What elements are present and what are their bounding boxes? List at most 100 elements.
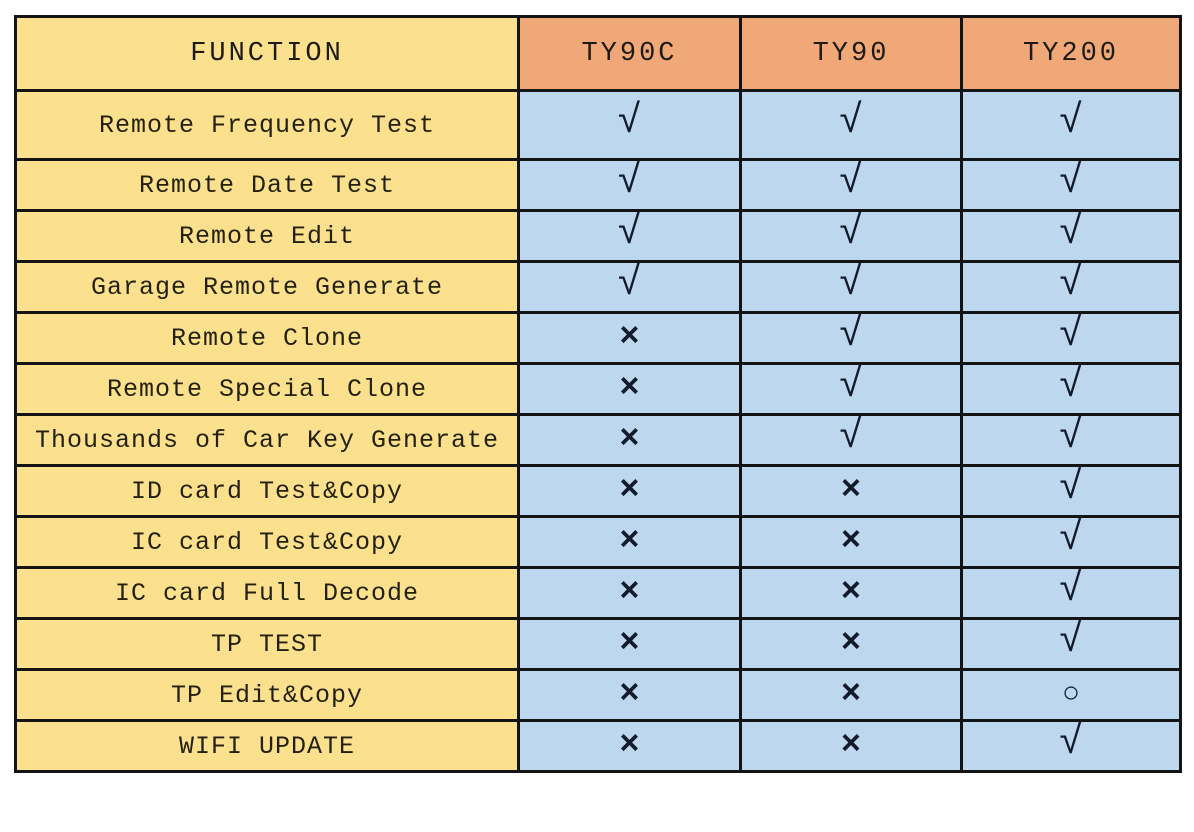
function-cell: Remote Edit (14, 209, 520, 263)
cross-mark-icon: × (840, 523, 862, 561)
mark-cell-ty90: √ (739, 413, 963, 467)
table-body: Remote Frequency Test √ √ √ Remote Date Test… (14, 89, 1182, 773)
table-row: TP TEST × × √ (14, 617, 1182, 671)
table-row: Remote Frequency Test √ √ √ (14, 89, 1182, 161)
mark-cell-ty200: √ (960, 719, 1182, 773)
mark-cell-ty90c: × (517, 566, 742, 620)
table-header-row: FUNCTION TY90C TY90 TY200 (14, 15, 1182, 92)
check-mark-icon: √ (617, 211, 642, 256)
cross-mark-icon: × (619, 319, 640, 357)
check-mark-icon: √ (617, 262, 642, 307)
check-mark-icon: √ (1058, 313, 1083, 358)
mark-cell-ty90: × (739, 617, 963, 671)
function-comparison-table: FUNCTION TY90C TY90 TY200 Remote Frequen… (14, 15, 1182, 773)
function-cell: Remote Special Clone (14, 362, 520, 416)
mark-cell-ty200: √ (960, 617, 1182, 671)
check-mark-icon: √ (1058, 517, 1083, 562)
table-row: Remote Date Test √ √ √ (14, 158, 1182, 212)
table-row: Remote Clone × √ √ (14, 311, 1182, 365)
mark-cell-ty90c: × (517, 515, 742, 569)
cross-mark-icon: × (619, 370, 640, 408)
mark-cell-ty200: √ (960, 566, 1182, 620)
circle-mark-icon: ○ (1061, 678, 1080, 712)
cross-mark-icon: × (619, 574, 640, 612)
mark-cell-ty200: √ (960, 89, 1182, 161)
mark-cell-ty90: × (739, 566, 963, 620)
cross-mark-icon: × (619, 523, 640, 561)
check-mark-icon: √ (617, 100, 642, 145)
mark-cell-ty200: √ (960, 464, 1182, 518)
mark-cell-ty90c: × (517, 362, 742, 416)
check-mark-icon: √ (1058, 211, 1083, 256)
function-cell: Remote Clone (14, 311, 520, 365)
check-mark-icon: √ (1058, 415, 1083, 460)
check-mark-icon: √ (1058, 721, 1083, 766)
mark-cell-ty90c: × (517, 311, 742, 365)
function-cell: TP TEST (14, 617, 520, 671)
function-cell: TP Edit&Copy (14, 668, 520, 722)
mark-cell-ty90: × (739, 719, 963, 773)
check-mark-icon: √ (1058, 262, 1083, 307)
table-row: ID card Test&Copy × × √ (14, 464, 1182, 518)
check-mark-icon: √ (838, 100, 863, 145)
cross-mark-icon: × (840, 625, 862, 663)
table-row: Remote Edit √ √ √ (14, 209, 1182, 263)
mark-cell-ty90c: × (517, 617, 742, 671)
check-mark-icon: √ (838, 211, 863, 256)
table-row: Garage Remote Generate √ √ √ (14, 260, 1182, 314)
mark-cell-ty90: × (739, 515, 963, 569)
mark-cell-ty200: √ (960, 260, 1182, 314)
function-cell: Garage Remote Generate (14, 260, 520, 314)
mark-cell-ty90: √ (739, 362, 963, 416)
check-mark-icon: √ (838, 415, 863, 460)
mark-cell-ty90: √ (739, 311, 963, 365)
table-row: Remote Special Clone × √ √ (14, 362, 1182, 416)
mark-cell-ty90c: √ (517, 89, 742, 161)
check-mark-icon: √ (838, 262, 863, 307)
mark-cell-ty90: × (739, 668, 963, 722)
function-cell: IC card Full Decode (14, 566, 520, 620)
check-mark-icon: √ (1058, 466, 1083, 511)
table-row: IC card Test&Copy × × √ (14, 515, 1182, 569)
mark-cell-ty90c: √ (517, 209, 742, 263)
cross-mark-icon: × (840, 676, 862, 714)
table-row: IC card Full Decode × × √ (14, 566, 1182, 620)
cross-mark-icon: × (840, 727, 862, 765)
mark-cell-ty90c: × (517, 413, 742, 467)
column-header-ty200: TY200 (960, 15, 1182, 92)
mark-cell-ty90: √ (739, 158, 963, 212)
check-mark-icon: √ (838, 313, 863, 358)
cross-mark-icon: × (619, 676, 640, 714)
mark-cell-ty90: √ (739, 89, 963, 161)
mark-cell-ty200: √ (960, 515, 1182, 569)
mark-cell-ty200: √ (960, 362, 1182, 416)
cross-mark-icon: × (840, 574, 862, 612)
cross-mark-icon: × (619, 421, 640, 459)
mark-cell-ty90c: √ (517, 158, 742, 212)
mark-cell-ty200: √ (960, 311, 1182, 365)
function-cell: Remote Date Test (14, 158, 520, 212)
column-header-function: FUNCTION (14, 15, 520, 92)
table-row: Thousands of Car Key Generate × √ √ (14, 413, 1182, 467)
check-mark-icon: √ (1058, 100, 1083, 145)
check-mark-icon: √ (617, 160, 642, 205)
check-mark-icon: √ (838, 160, 863, 205)
mark-cell-ty90: × (739, 464, 963, 518)
cross-mark-icon: × (619, 727, 640, 765)
function-cell: ID card Test&Copy (14, 464, 520, 518)
cross-mark-icon: × (840, 472, 862, 510)
column-header-ty90: TY90 (739, 15, 963, 92)
mark-cell-ty90c: × (517, 464, 742, 518)
table-row: TP Edit&Copy × × ○ (14, 668, 1182, 722)
function-cell: WIFI UPDATE (14, 719, 520, 773)
check-mark-icon: √ (1058, 160, 1083, 205)
check-mark-icon: √ (1058, 619, 1083, 664)
column-header-ty90c: TY90C (517, 15, 742, 92)
cross-mark-icon: × (619, 625, 640, 663)
mark-cell-ty90c: × (517, 719, 742, 773)
mark-cell-ty200: √ (960, 209, 1182, 263)
mark-cell-ty90: √ (739, 260, 963, 314)
mark-cell-ty90c: √ (517, 260, 742, 314)
mark-cell-ty90: √ (739, 209, 963, 263)
table-row: WIFI UPDATE × × √ (14, 719, 1182, 773)
